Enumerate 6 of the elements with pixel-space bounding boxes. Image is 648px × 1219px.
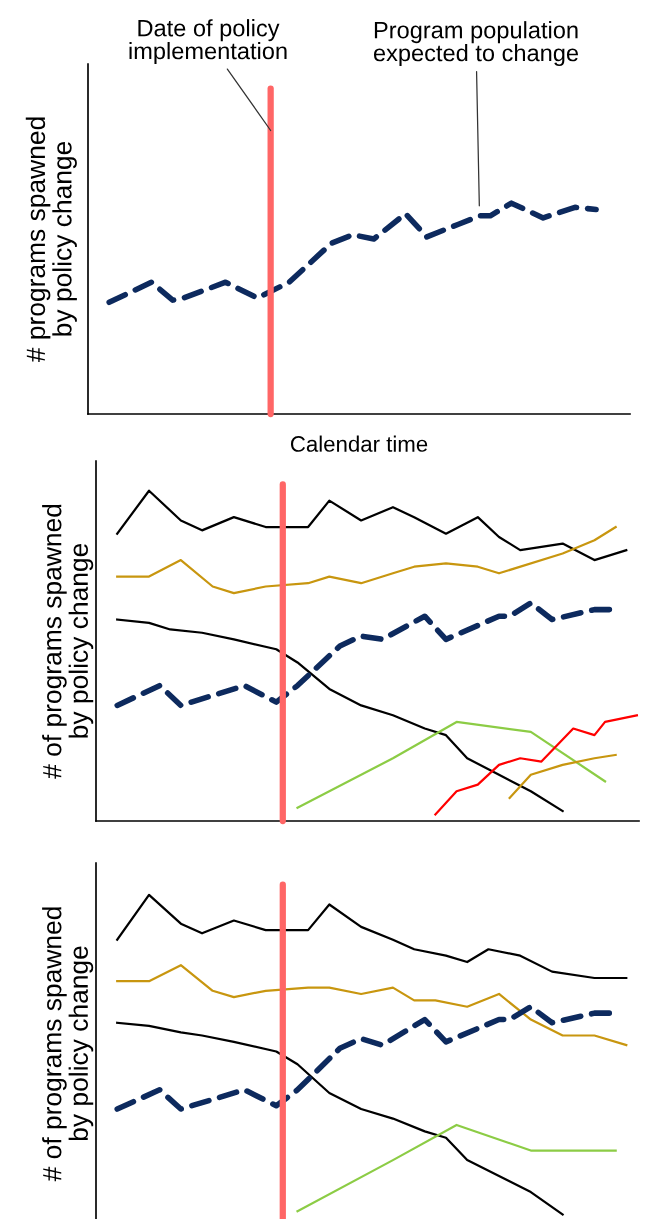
y-axis-title: # programs spawned by policy change	[25, 117, 77, 363]
y-axis-title: # of programs spawned by policy change	[42, 907, 94, 1182]
y-axis-title: # of programs spawned by policy change	[42, 504, 94, 779]
text: Date of policy implementation	[129, 19, 287, 64]
text: Program population expected to change	[373, 21, 579, 66]
x-axis-title: Calendar time	[290, 435, 428, 452]
